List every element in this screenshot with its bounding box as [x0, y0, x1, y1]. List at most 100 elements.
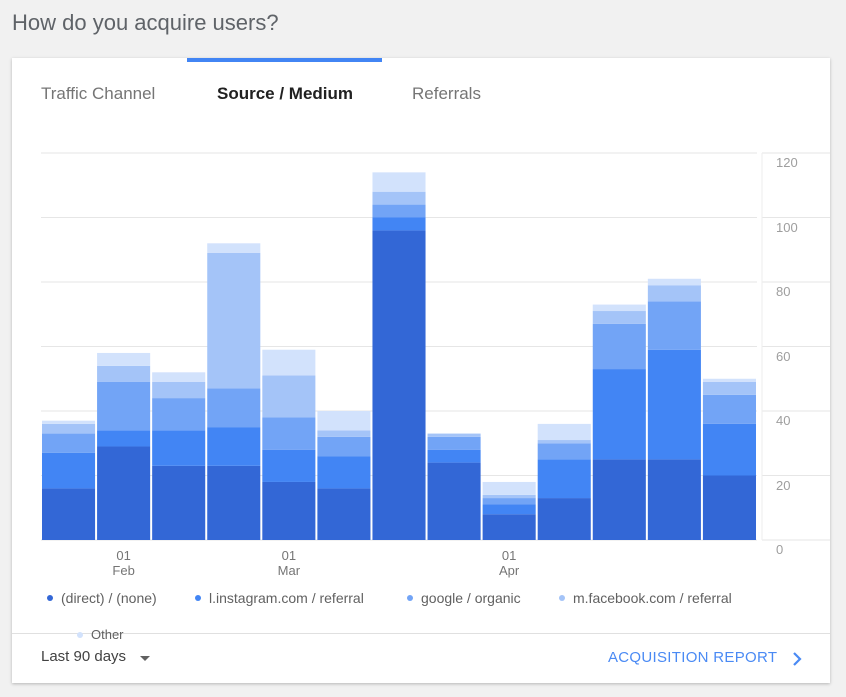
bar-segment — [537, 443, 591, 460]
bar-segment — [317, 430, 371, 437]
bar-segment — [262, 417, 316, 450]
bar-segment — [592, 311, 646, 324]
bar-segment — [372, 217, 426, 231]
bar-segment — [427, 433, 481, 437]
bar-segment — [152, 372, 206, 382]
bar-segment — [592, 459, 646, 540]
bar-segment — [262, 449, 316, 482]
y-tick-label: 120 — [776, 155, 798, 170]
bar-segment — [317, 411, 371, 431]
bar-segment — [42, 423, 96, 434]
bar-segment — [152, 381, 206, 399]
bar-segment — [702, 394, 756, 424]
legend-dot — [47, 595, 53, 601]
bar-segment — [317, 456, 371, 489]
bar-segment — [427, 462, 481, 540]
bar-segment — [537, 440, 591, 444]
bar-segment — [537, 423, 591, 441]
tab[interactable]: Referrals — [412, 84, 481, 103]
bar-segment — [702, 475, 756, 540]
bar-segment — [42, 433, 96, 453]
bar-segment — [207, 427, 261, 466]
legend-item: (direct) / (none) — [47, 590, 157, 606]
legend-dot — [195, 595, 201, 601]
bar-segment — [372, 172, 426, 192]
bar-segment — [647, 285, 701, 302]
bar-segment — [42, 420, 96, 424]
bar-segment — [152, 465, 206, 540]
bar-segment — [482, 481, 536, 495]
active-tab-indicator — [187, 58, 382, 62]
bar-segment — [482, 514, 536, 540]
bar-segment — [647, 301, 701, 350]
x-tick-label: 01 Apr — [499, 548, 520, 578]
bar-segment — [207, 465, 261, 540]
bar-segment — [592, 304, 646, 312]
tab[interactable]: Source / Medium — [217, 84, 354, 103]
bar-segment — [427, 436, 481, 450]
bar-segment — [702, 423, 756, 476]
bar-segment — [207, 243, 261, 253]
bar-segment — [97, 365, 151, 382]
bar-segment — [97, 381, 151, 431]
bar-segment — [647, 459, 701, 540]
bar-segment — [207, 252, 261, 389]
bar-segment — [97, 352, 151, 366]
legend-item: l.instagram.com / referral — [195, 590, 364, 606]
tab[interactable]: Traffic Channel — [41, 84, 156, 103]
legend-dot — [559, 595, 565, 601]
legend-label: m.facebook.com / referral — [573, 590, 732, 606]
y-tick-label: 60 — [776, 348, 791, 364]
bar-segment — [372, 191, 426, 205]
bar-segment — [317, 436, 371, 457]
bar-segment — [152, 430, 206, 466]
bar-segment — [262, 375, 316, 418]
y-tick-label: 100 — [776, 219, 798, 235]
bar-segment — [537, 498, 591, 540]
x-tick-label: 01 Feb — [112, 548, 135, 578]
date-range[interactable]: Last 90 days — [41, 648, 127, 665]
report-link[interactable]: ACQUISITION REPORT — [608, 649, 778, 666]
legend-item: Other — [77, 627, 124, 642]
chevron[interactable] — [790, 650, 804, 668]
bar-segment — [372, 230, 426, 540]
bar-segment — [592, 323, 646, 370]
bar-segment — [152, 398, 206, 431]
legend-label: google / organic — [421, 590, 521, 606]
legend-label: (direct) / (none) — [61, 590, 157, 606]
y-tick-label: 40 — [776, 413, 791, 428]
bar-segment — [42, 452, 96, 489]
y-tick-label: 80 — [776, 284, 791, 299]
dropdown-caret[interactable] — [140, 656, 150, 661]
legend-item: google / organic — [407, 590, 521, 606]
section-title: How do you acquire users? — [12, 10, 279, 35]
bar-segment — [482, 494, 536, 499]
bar-segment — [372, 204, 426, 218]
bar-segment — [482, 504, 536, 515]
y-tick-label: 0 — [776, 542, 784, 557]
bar-segment — [592, 369, 646, 460]
legend-dot — [407, 595, 413, 601]
bar-segment — [702, 381, 756, 395]
bar-segment — [262, 481, 316, 540]
legend-dot — [77, 631, 83, 638]
bar-segment — [207, 388, 261, 428]
legend-label: l.instagram.com / referral — [209, 590, 364, 606]
bar-segment — [427, 449, 481, 463]
bar-segment — [97, 446, 151, 540]
legend-label: Other — [91, 627, 124, 642]
legend-item: m.facebook.com / referral — [559, 590, 732, 606]
bar-segment — [262, 349, 316, 376]
bar-segment — [647, 349, 701, 460]
x-tick-label: 01 Mar — [277, 548, 301, 578]
bar-segment — [42, 488, 96, 540]
bar-segment — [317, 488, 371, 540]
bar-segment — [537, 459, 591, 499]
divider — [12, 633, 830, 634]
bar-segment — [482, 498, 536, 505]
bar-segment — [97, 430, 151, 447]
y-tick-label: 20 — [776, 477, 791, 493]
bar-segment — [702, 378, 756, 382]
